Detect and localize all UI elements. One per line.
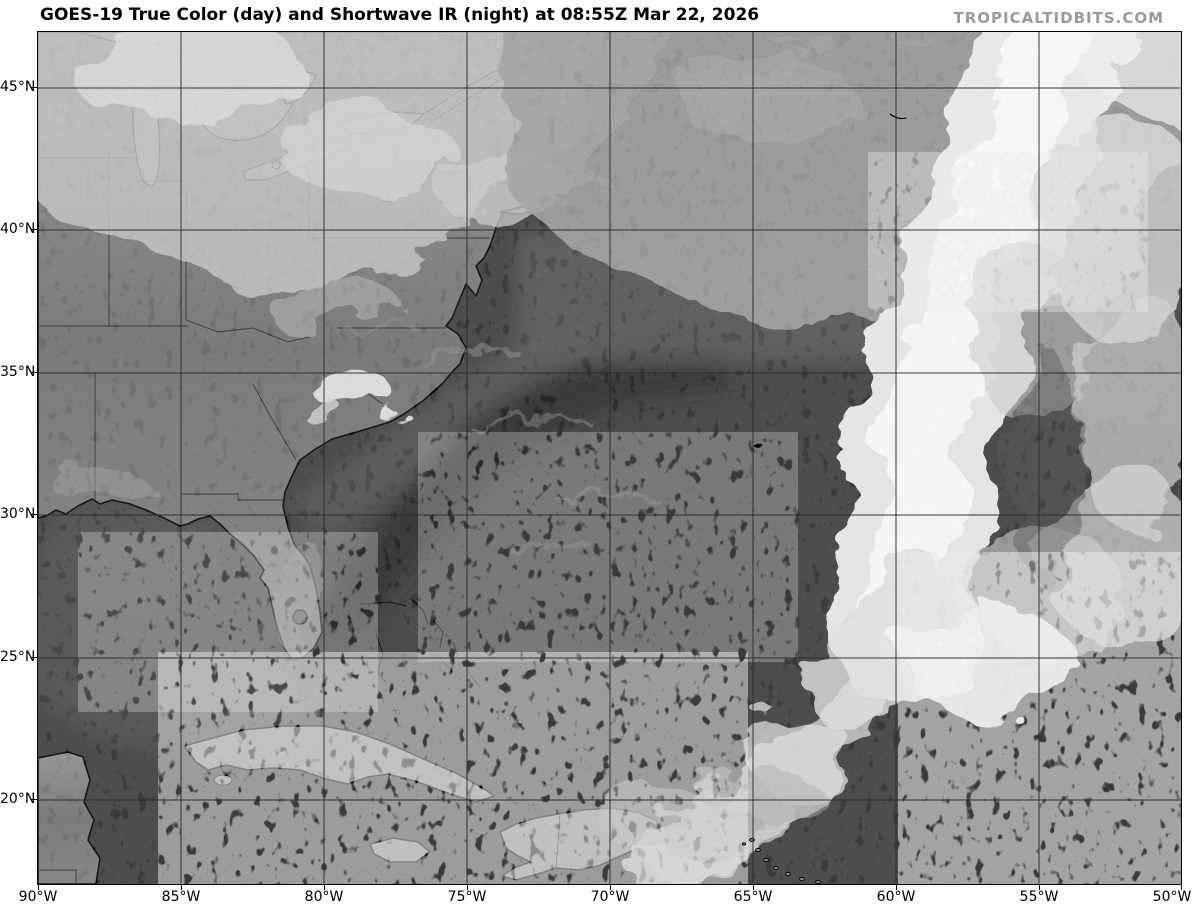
lon-tick-mark [38,885,39,890]
figure-title: GOES-19 True Color (day) and Shortwave I… [40,5,760,25]
lat-tick-mark [31,657,37,658]
lat-tick-label: 35°N [0,364,36,380]
lon-tick-mark [1181,885,1182,890]
lon-tick-mark [896,885,897,890]
satellite-map [37,31,1182,885]
lon-tick-label: 50°W [1152,889,1192,905]
sable-island [889,113,907,120]
small-islands [741,113,907,884]
lon-tick-label: 70°W [590,889,630,905]
lon-tick-mark [181,885,182,890]
lon-tick-mark [467,885,468,890]
site-watermark: TROPICALTIDBITS.COM [953,9,1164,27]
lon-tick-label: 60°W [876,889,916,905]
lon-tick-label: 80°W [304,889,344,905]
lon-tick-mark [610,885,611,890]
lat-tick-label: 45°N [0,79,36,95]
lon-tick-label: 65°W [733,889,773,905]
lat-tick-label: 30°N [0,506,36,522]
lat-tick-mark [31,87,37,88]
lat-tick-mark [31,799,37,800]
lon-tick-mark [324,885,325,890]
lon-tick-label: 90°W [18,889,58,905]
lat-tick-mark [31,372,37,373]
lat-tick-label: 40°N [0,221,36,237]
satellite-scene [38,32,1181,884]
lon-tick-label: 55°W [1019,889,1059,905]
lon-tick-mark [753,885,754,890]
lat-tick-label: 20°N [0,791,36,807]
lon-tick-label: 85°W [161,889,201,905]
lon-tick-mark [1039,885,1040,890]
lat-tick-mark [31,514,37,515]
bermuda [753,443,763,448]
lat-tick-mark [31,229,37,230]
lon-tick-label: 75°W [447,889,487,905]
gridlines [38,32,1181,884]
lat-tick-label: 25°N [0,649,36,665]
